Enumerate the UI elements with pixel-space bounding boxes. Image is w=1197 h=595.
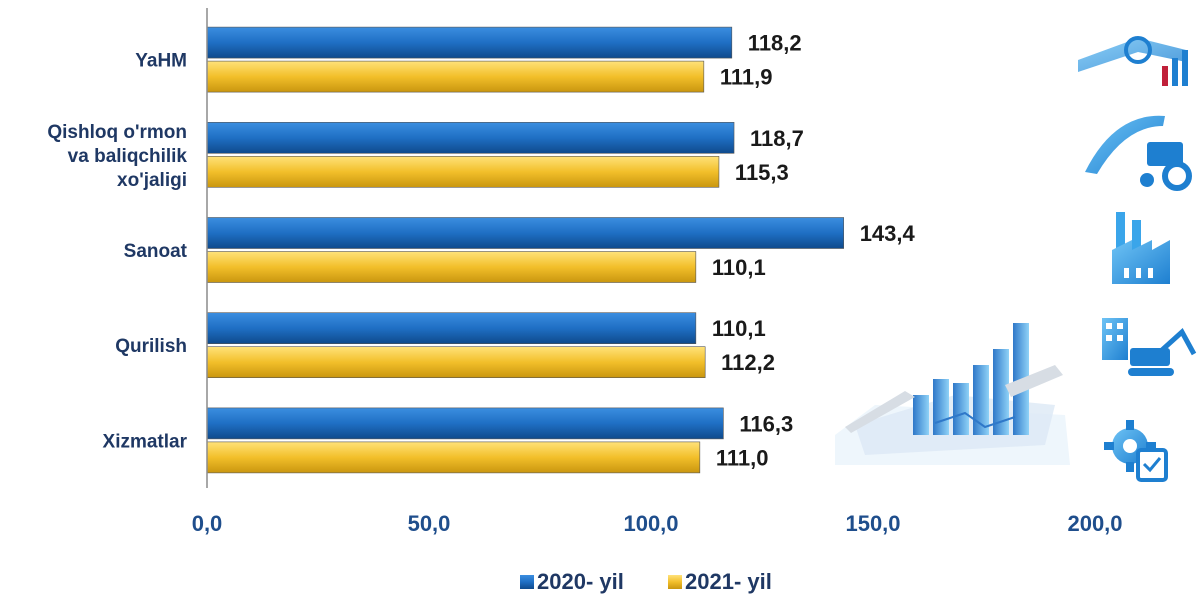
category-label-1: Qishloq o'rmon va baliqchilik xo'jaligi (47, 122, 187, 191)
data-label-2020-1: 118,7 (750, 126, 804, 151)
x-tick-label-4: 200,0 (1067, 511, 1122, 536)
bar-2021-0 (206, 60, 705, 93)
bars-layer: 118,2 111,9 118,7 115,3 143,4 110,1 110,1 112,2… (206, 26, 916, 474)
factory-icon (1112, 212, 1170, 284)
legend-swatch-2020 (520, 575, 534, 589)
x-axis-tick-labels: 0,0 50,0 100,0 150,0 200,0 (192, 511, 1123, 536)
category-label-3: Qurilish (115, 336, 187, 357)
tractor-icon (1085, 115, 1192, 191)
category-labels: YaHM Qishloq o'rmon va baliqchilik xo'jalig… (47, 51, 187, 453)
x-tick-label-2: 100,0 (623, 511, 678, 536)
bar-2021-2 (206, 251, 697, 283)
bar-2020-0 (206, 26, 733, 59)
x-tick-label-0: 0,0 (192, 511, 223, 536)
bar-2021-4 (206, 441, 701, 474)
category-label-4: Xizmatlar (103, 431, 188, 452)
bar-2020-1 (206, 122, 735, 154)
data-label-2021-0: 111,9 (720, 65, 773, 90)
data-label-2021-2: 110,1 (712, 255, 766, 280)
bar-2021-1 (206, 156, 720, 188)
legend-label-2021: 2021- yil (685, 569, 772, 594)
data-label-2021-3: 112,2 (721, 350, 775, 375)
data-label-2021-1: 115,3 (735, 160, 789, 185)
bar-2020-3 (206, 312, 697, 345)
legend-swatch-2021 (668, 575, 682, 589)
bar-2020-2 (206, 217, 844, 249)
chart-gears-icon (1078, 36, 1188, 86)
data-label-2020-3: 110,1 (712, 316, 766, 341)
data-label-2021-4: 111,0 (716, 445, 769, 470)
bar-2020-4 (206, 407, 724, 440)
data-label-2020-4: 116,3 (739, 411, 793, 436)
data-label-2020-2: 143,4 (860, 221, 916, 246)
category-label-0: YaHM (135, 51, 187, 72)
service-gear-icon (1104, 420, 1168, 482)
legend-label-2020: 2020- yil (537, 569, 624, 594)
data-label-2020-0: 118,2 (748, 31, 802, 56)
category-label-2: Sanoat (124, 241, 188, 262)
construction-icon (1102, 318, 1197, 376)
bar-2021-3 (206, 346, 706, 379)
legend: 2020- yil 2021- yil (520, 569, 772, 594)
growth-chart-illustration-icon (835, 323, 1070, 465)
x-tick-label-1: 50,0 (408, 511, 451, 536)
x-tick-label-3: 150,0 (845, 511, 900, 536)
